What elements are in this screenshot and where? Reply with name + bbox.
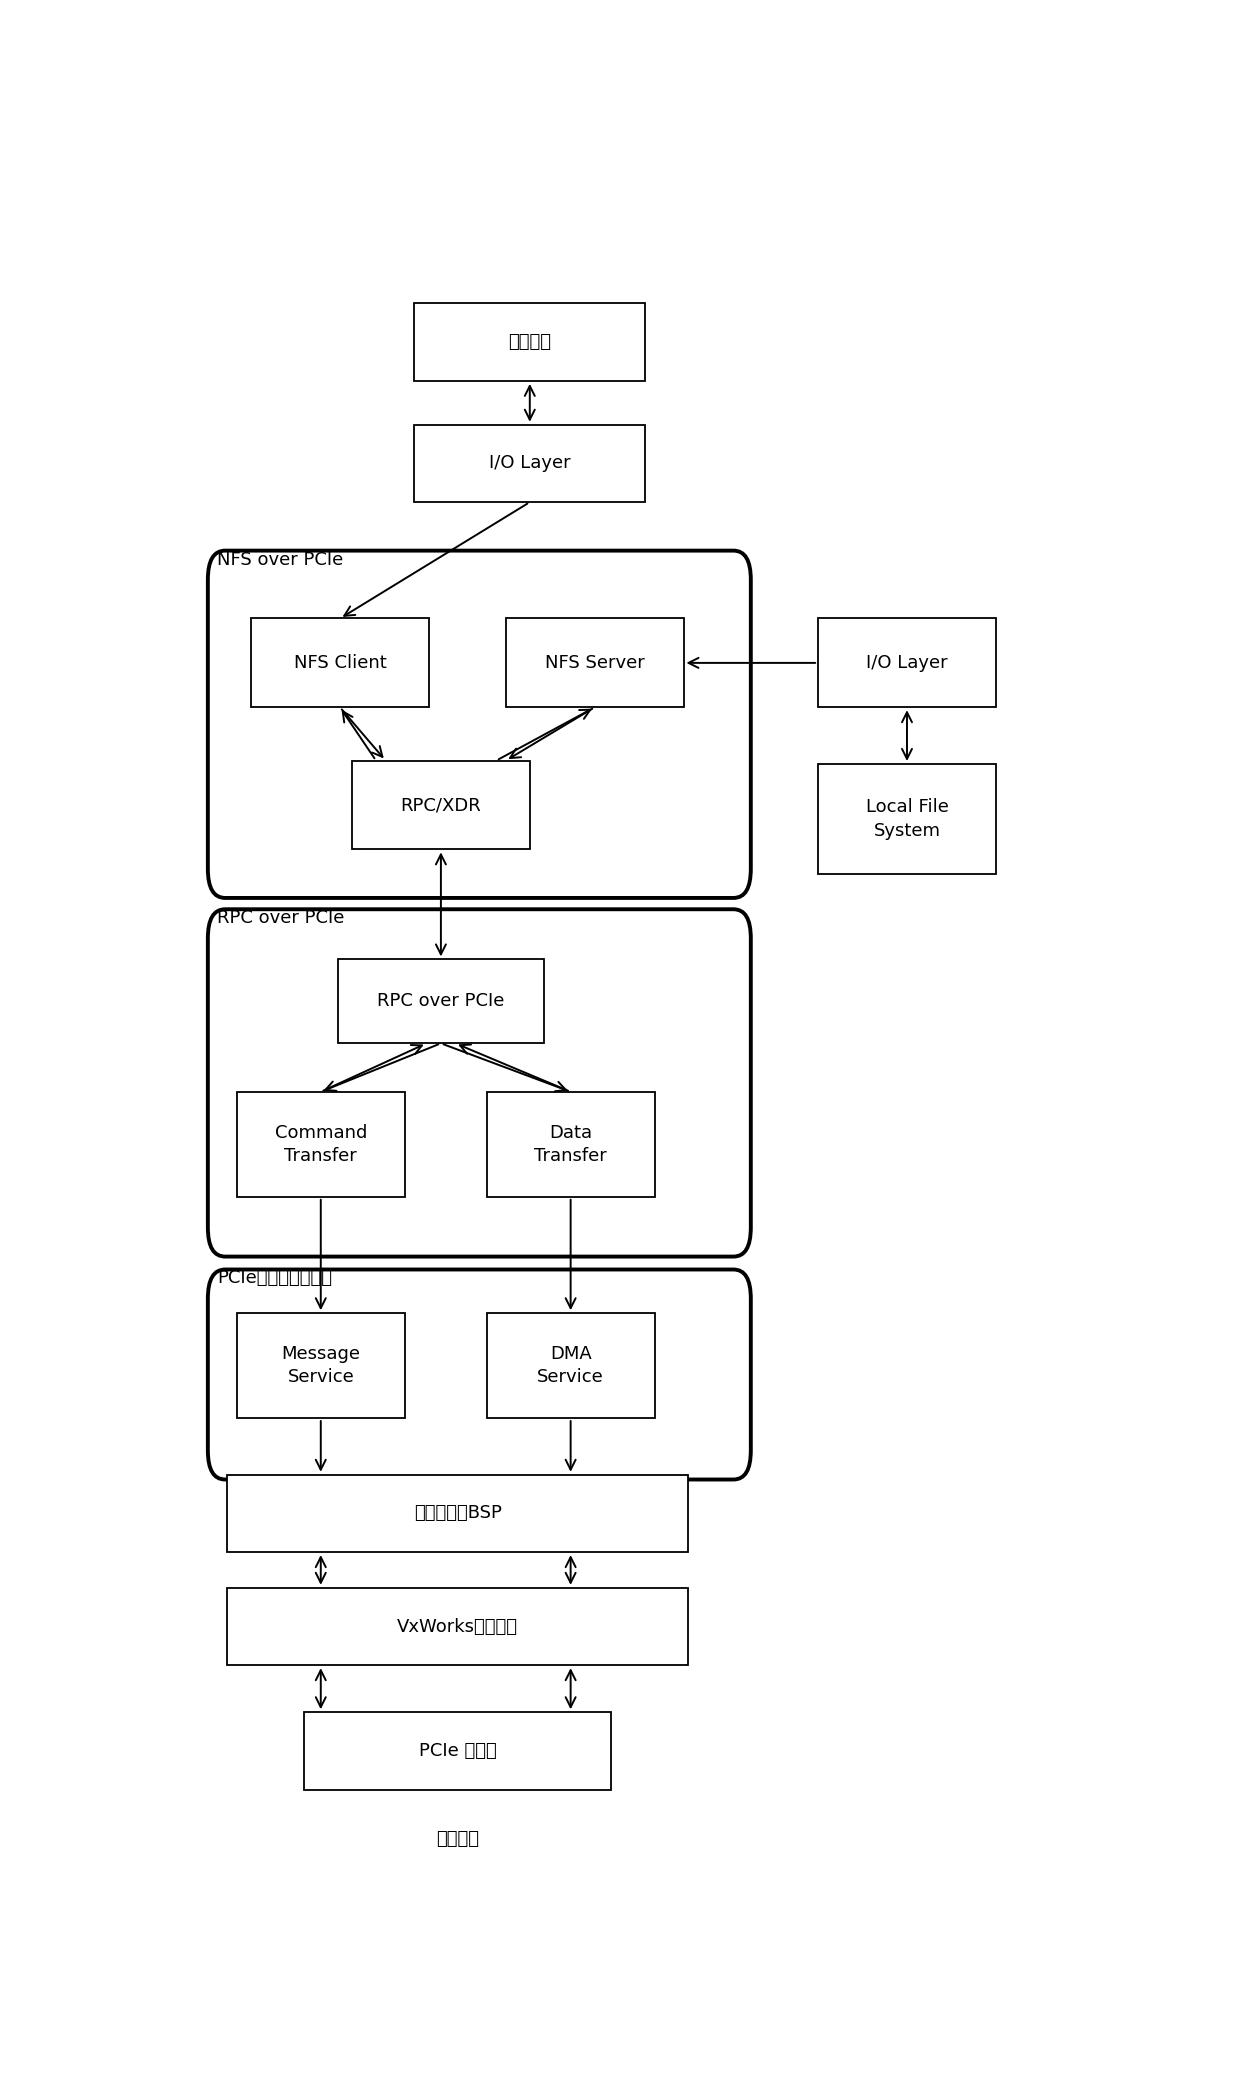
Text: 板级支持包BSP: 板级支持包BSP — [414, 1504, 502, 1523]
Bar — [227, 1588, 688, 1666]
Bar — [486, 1091, 655, 1196]
FancyBboxPatch shape — [208, 550, 751, 898]
Text: Local File
System: Local File System — [866, 797, 949, 839]
Bar — [818, 619, 996, 707]
Bar — [237, 1313, 404, 1418]
Bar — [414, 424, 645, 501]
Text: RPC over PCIe: RPC over PCIe — [217, 908, 345, 927]
Bar — [250, 619, 429, 707]
Bar — [304, 1712, 611, 1790]
Text: RPC/XDR: RPC/XDR — [401, 795, 481, 814]
Text: I/O Layer: I/O Layer — [867, 655, 947, 671]
Text: 上层应用: 上层应用 — [508, 334, 552, 350]
Text: 硬件模块: 硬件模块 — [436, 1829, 479, 1848]
Bar — [237, 1091, 404, 1196]
Text: Data
Transfer: Data Transfer — [534, 1125, 608, 1164]
Text: PCIe多通道数据传输: PCIe多通道数据传输 — [217, 1269, 332, 1288]
FancyBboxPatch shape — [208, 1269, 751, 1479]
Text: NFS over PCIe: NFS over PCIe — [217, 550, 343, 569]
Text: NFS Client: NFS Client — [294, 655, 387, 671]
Text: I/O Layer: I/O Layer — [489, 455, 570, 472]
Bar — [227, 1475, 688, 1553]
Bar — [486, 1313, 655, 1418]
Text: Message
Service: Message Service — [281, 1345, 361, 1387]
Bar — [352, 762, 529, 850]
Text: RPC over PCIe: RPC over PCIe — [377, 992, 505, 1011]
Text: VxWorks操作系统: VxWorks操作系统 — [397, 1618, 518, 1636]
Text: PCIe 控制器: PCIe 控制器 — [419, 1741, 496, 1760]
FancyBboxPatch shape — [208, 908, 751, 1257]
Bar — [414, 304, 645, 382]
Bar — [506, 619, 683, 707]
Text: Command
Transfer: Command Transfer — [274, 1125, 367, 1164]
Text: NFS Server: NFS Server — [544, 655, 645, 671]
Bar — [337, 959, 544, 1043]
Bar — [818, 764, 996, 873]
Text: DMA
Service: DMA Service — [537, 1345, 604, 1387]
